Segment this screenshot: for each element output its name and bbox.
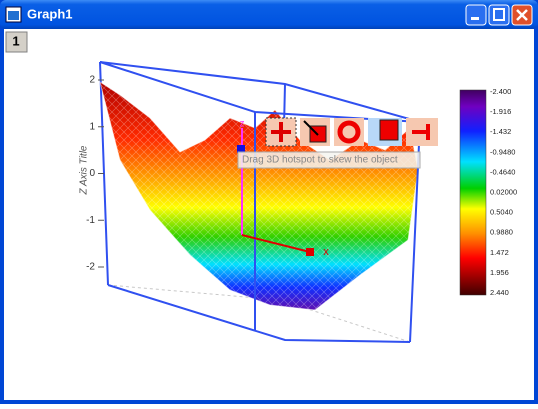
color-scale-label: 2.440 xyxy=(490,288,509,297)
x-handle-axis[interactable] xyxy=(241,234,311,253)
skew-handle[interactable] xyxy=(237,145,245,153)
color-scale-label: 0.5040 xyxy=(490,208,513,217)
z-handle-label: z xyxy=(240,119,245,130)
color-scale xyxy=(459,89,487,296)
minimize-icon xyxy=(471,17,479,20)
color-scale-label: -1.916 xyxy=(490,107,511,116)
x-handle[interactable] xyxy=(306,248,314,256)
color-scale-label: -0.4640 xyxy=(490,167,515,176)
tooltip xyxy=(237,151,421,169)
z-tick-label: -2 xyxy=(86,262,95,273)
color-scale-label: -0.9480 xyxy=(490,147,515,156)
close-icon xyxy=(516,9,528,21)
box-front-edges xyxy=(99,61,421,343)
color-scale-label: 1.956 xyxy=(490,268,509,277)
window-buttons xyxy=(465,4,533,26)
z-tick-label: 0 xyxy=(89,168,95,179)
floor-grid xyxy=(107,284,411,343)
color-scale-label: 0.9880 xyxy=(490,228,513,237)
skew-icon xyxy=(379,119,399,141)
layer-tab[interactable] xyxy=(5,31,28,53)
pin-icon xyxy=(412,124,430,140)
layer-label: 1 xyxy=(12,33,19,48)
color-scale-labels: -2.400 -1.916 -1.432 -0.9480 -0.4640 0.02000 0… xyxy=(490,87,517,297)
resize-arrow xyxy=(303,120,319,136)
z-tick-label: -1 xyxy=(86,215,95,226)
z-ticks: 2 1 0 -1 -2 xyxy=(86,75,104,273)
color-scale-label: -1.432 xyxy=(490,127,511,136)
minimize-button[interactable] xyxy=(465,4,487,26)
x-handle-label: x xyxy=(323,246,329,258)
z-tick-label: 2 xyxy=(89,75,95,86)
surface-mesh xyxy=(100,82,418,310)
color-scale-label: 1.472 xyxy=(490,248,509,257)
window-icon-graph xyxy=(8,11,19,20)
window-title: Graph1 xyxy=(27,6,73,21)
z-tick-label: 1 xyxy=(89,121,95,132)
maximize-icon xyxy=(493,8,505,21)
title-bar[interactable] xyxy=(0,0,538,29)
color-scale-label: 0.02000 xyxy=(490,187,517,196)
toolbar-3d xyxy=(265,117,438,147)
tooltip-text: Drag 3D hotspot to skew the object xyxy=(242,155,398,166)
z-axis-title: Z Axis Title xyxy=(79,145,90,195)
rotate-icon xyxy=(337,120,361,144)
color-scale-label: -2.400 xyxy=(490,87,511,96)
move-icon xyxy=(271,122,291,142)
